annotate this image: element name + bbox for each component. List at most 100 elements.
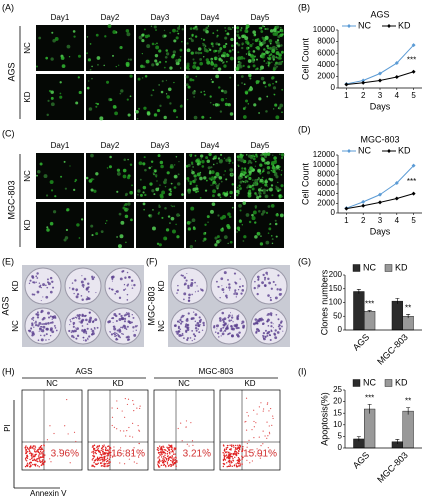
cell-spot	[210, 59, 213, 62]
colony-spot	[186, 273, 188, 275]
event	[186, 443, 188, 445]
colony-spot	[38, 330, 40, 332]
event	[169, 445, 172, 447]
cell-spot	[116, 168, 121, 172]
cell-spot	[247, 46, 250, 49]
cell-spot	[158, 211, 160, 214]
cell-spot	[219, 196, 222, 199]
event	[69, 462, 71, 464]
cell-spot	[177, 32, 180, 35]
cell-spot	[210, 166, 213, 169]
event	[124, 397, 126, 400]
colony-spot	[86, 323, 89, 325]
colony-spot	[123, 317, 127, 321]
cell-spot	[143, 156, 146, 159]
colony-spot	[40, 338, 44, 342]
cell-spot	[272, 154, 274, 156]
cell-spot	[238, 203, 242, 208]
cell-spot	[191, 34, 194, 37]
cell-spot	[200, 91, 203, 94]
colony-spot	[187, 284, 190, 288]
event	[223, 450, 226, 452]
cell-spot	[114, 111, 118, 116]
colony-spot	[226, 324, 229, 328]
event	[244, 441, 246, 443]
colony-spot	[221, 311, 225, 315]
cell-spot	[163, 29, 166, 32]
cell-spot	[52, 38, 56, 43]
cell-spot	[245, 99, 249, 103]
cell-spot	[151, 42, 155, 46]
colony-spot	[268, 281, 271, 285]
cell-spot	[199, 58, 203, 61]
colony-spot	[194, 291, 196, 293]
colony-spot	[192, 333, 196, 336]
event	[230, 447, 232, 450]
cell-spot	[252, 64, 256, 68]
colony-spot	[231, 314, 233, 316]
event	[26, 457, 29, 460]
cell-spot	[175, 156, 178, 158]
cell-spot	[50, 90, 54, 94]
event	[166, 453, 169, 455]
colony-spot	[228, 286, 231, 289]
colony-spot	[115, 332, 118, 335]
cell-spot	[87, 80, 90, 82]
event	[103, 453, 105, 456]
significance: **	[405, 303, 411, 312]
event	[236, 466, 239, 468]
event	[126, 430, 128, 432]
cell-spot	[239, 56, 244, 60]
cell-spot	[240, 75, 244, 78]
event	[34, 446, 37, 448]
y-tick-label: 2000	[317, 72, 335, 81]
cell-spot	[190, 161, 194, 164]
event	[268, 431, 271, 433]
cell-spot	[200, 158, 202, 160]
cell-spot	[59, 81, 62, 84]
cell-spot	[126, 32, 131, 37]
event	[106, 449, 108, 452]
cell-spot	[141, 77, 144, 79]
cell-spot	[247, 53, 251, 57]
cell-spot	[257, 188, 262, 192]
colony-spot	[88, 311, 91, 314]
event	[161, 450, 163, 452]
colony-spot	[282, 330, 284, 332]
colony-spot	[189, 283, 193, 287]
cell-spot	[146, 111, 151, 116]
cell-spot	[215, 74, 220, 79]
cell-spot	[258, 191, 262, 195]
row-label: KD	[11, 280, 20, 291]
event	[100, 449, 102, 452]
event	[25, 459, 27, 461]
cell-spot	[214, 56, 217, 59]
event	[37, 448, 40, 451]
colony-spot	[179, 328, 182, 331]
event	[128, 426, 130, 429]
event	[239, 446, 241, 448]
colony-spot	[133, 283, 136, 287]
cell-spot	[255, 181, 258, 184]
micrograph	[86, 74, 134, 120]
colony-spot	[87, 282, 90, 285]
colony-spot	[265, 271, 268, 275]
cell-spot	[208, 152, 212, 157]
cell-spot	[161, 216, 164, 219]
x-tick-label: MGC-803	[375, 332, 410, 367]
cell-spot	[49, 221, 54, 226]
cell-spot	[273, 156, 277, 160]
colony-spot	[34, 323, 38, 327]
colony-spot	[69, 287, 71, 289]
legend-label: NC	[358, 145, 371, 155]
colony-spot	[185, 318, 189, 322]
cell-spot	[118, 212, 122, 216]
cell-spot	[208, 48, 212, 52]
cell-spot	[252, 179, 254, 181]
event	[223, 456, 226, 458]
event	[227, 460, 230, 463]
colony-spot	[269, 298, 273, 302]
colony-spot	[262, 337, 265, 340]
colony-spot	[88, 320, 92, 324]
